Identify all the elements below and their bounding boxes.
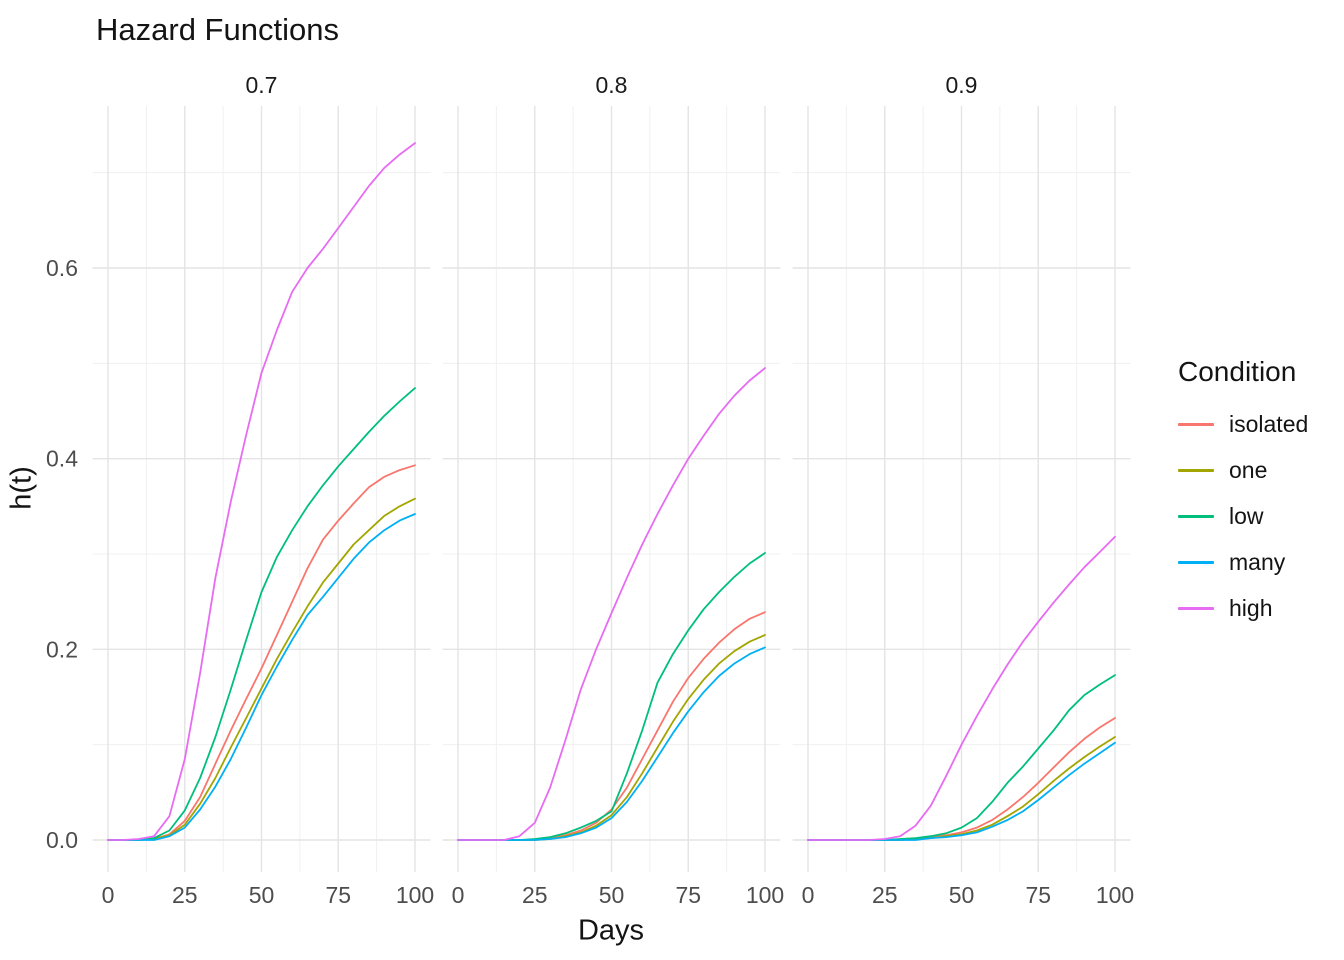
x-tick-label: 100 xyxy=(396,882,434,908)
y-tick-label: 0.0 xyxy=(46,827,78,853)
x-tick-label: 75 xyxy=(1025,882,1051,908)
series-line-high xyxy=(107,142,416,841)
legend-key-line xyxy=(1178,422,1214,426)
x-tick-label: 25 xyxy=(172,882,198,908)
x-tick-label: 50 xyxy=(599,882,625,908)
legend-item-label: high xyxy=(1229,594,1273,621)
series-line-one xyxy=(107,497,416,841)
series-line-low xyxy=(107,387,416,841)
legend-item-high: high xyxy=(1178,585,1308,631)
legend-key-line xyxy=(1178,468,1214,472)
y-tick-label: 0.2 xyxy=(46,636,78,662)
x-tick-label: 50 xyxy=(949,882,975,908)
legend-item-low: low xyxy=(1178,493,1308,539)
y-axis-title: h(t) xyxy=(5,466,38,510)
facet-label: 0.8 xyxy=(596,72,628,98)
x-tick-label: 0 xyxy=(102,882,115,908)
series-line-many xyxy=(107,513,416,841)
x-tick-label: 0 xyxy=(802,882,815,908)
legend-item-label: many xyxy=(1229,548,1286,575)
legend-item-one: one xyxy=(1178,447,1308,493)
legend-title: Condition xyxy=(1178,356,1297,387)
legend-key-line xyxy=(1178,514,1214,518)
legend-item-label: isolated xyxy=(1229,410,1309,437)
legend-key-line xyxy=(1178,606,1214,610)
y-tick-label: 0.6 xyxy=(46,255,78,281)
x-axis-title: Days xyxy=(577,914,645,947)
x-tick-label: 25 xyxy=(522,882,548,908)
x-tick-label: 50 xyxy=(249,882,275,908)
x-tick-label: 25 xyxy=(872,882,898,908)
legend-item-label: low xyxy=(1229,502,1264,529)
x-tick-label: 100 xyxy=(746,882,784,908)
legend-item-many: many xyxy=(1178,539,1308,585)
facet-label: 0.7 xyxy=(246,72,278,98)
x-tick-label: 75 xyxy=(325,882,351,908)
facet-label: 0.9 xyxy=(946,72,978,98)
legend-item-label: one xyxy=(1229,456,1268,483)
series-line-high xyxy=(807,535,1116,841)
series-line-high xyxy=(457,367,766,841)
x-tick-label: 75 xyxy=(675,882,701,908)
y-tick-label: 0.4 xyxy=(46,446,78,472)
chart-title: Hazard Functions xyxy=(96,12,339,47)
legend-item-isolated: isolated xyxy=(1178,401,1308,447)
legend: Condition isolated one low many high xyxy=(1178,356,1308,631)
legend-items: isolated one low many high xyxy=(1178,401,1308,631)
series-line-many xyxy=(457,646,766,841)
x-tick-label: 100 xyxy=(1096,882,1134,908)
legend-key-line xyxy=(1178,560,1214,564)
x-tick-label: 0 xyxy=(452,882,465,908)
